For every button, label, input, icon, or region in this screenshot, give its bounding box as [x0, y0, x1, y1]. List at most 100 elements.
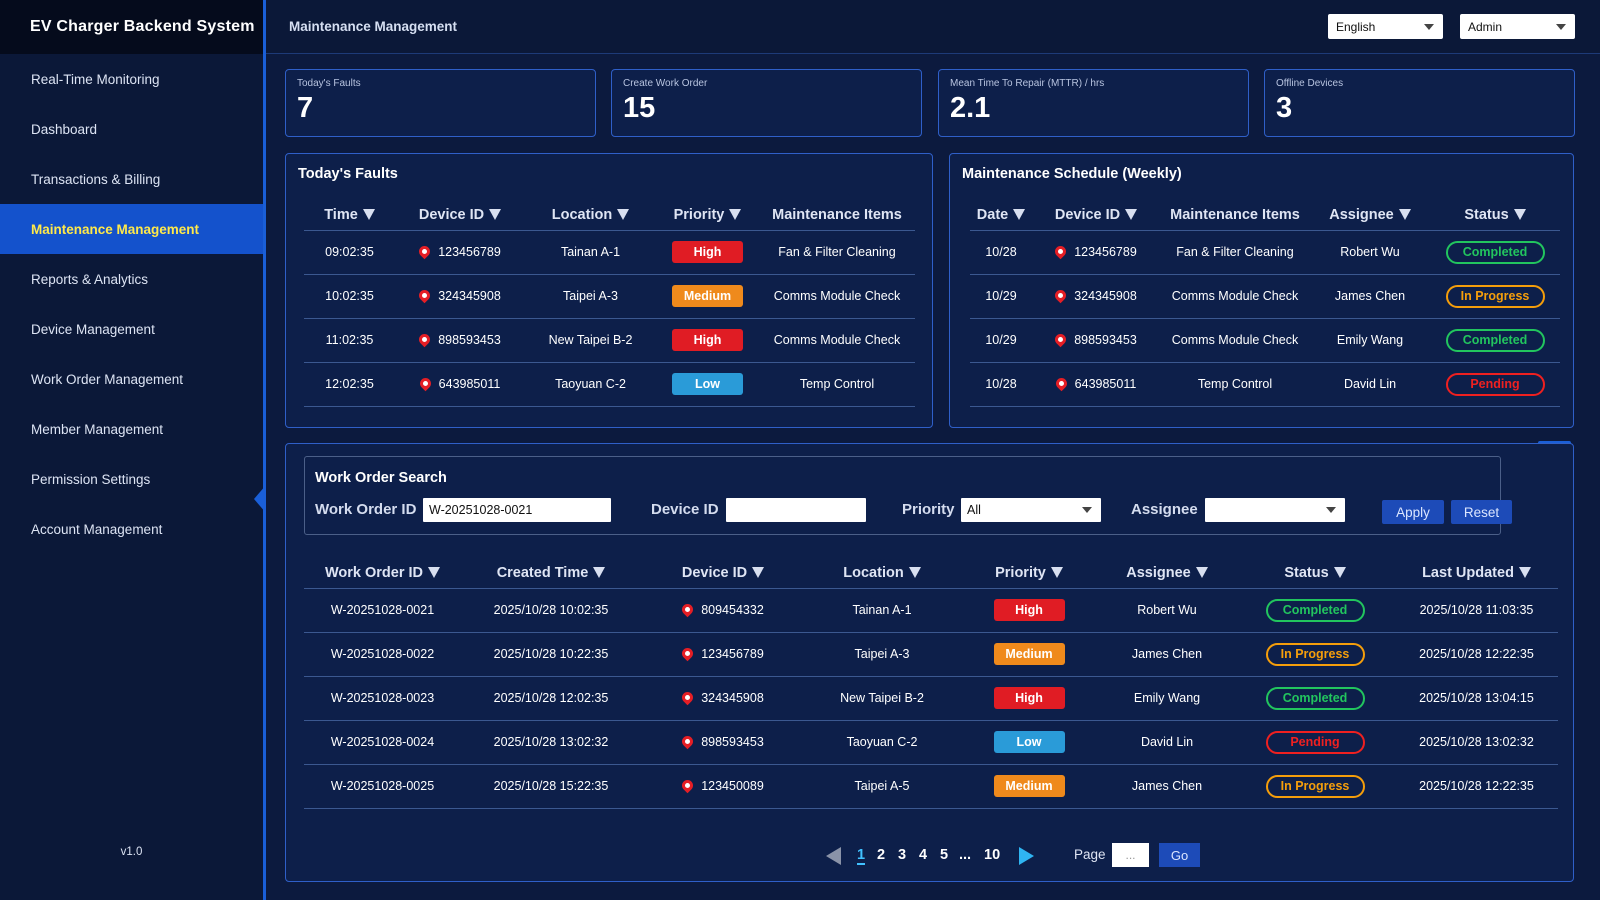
table-header-row: Time Device ID Location Priority Mainten… — [304, 200, 915, 231]
maintenance-item-cell: Temp Control — [1160, 362, 1310, 407]
sidebar-item-work-order-management[interactable]: Work Order Management — [31, 371, 184, 387]
maintenance-item-cell: Comms Module Check — [1160, 318, 1310, 363]
device-id-cell: 643985011 — [1032, 362, 1160, 407]
table-row[interactable]: 11:02:35 898593453 New Taipei B-2 High Comms… — [304, 318, 915, 363]
status-cell: Completed — [1430, 318, 1560, 363]
user-select[interactable]: Admin — [1460, 14, 1575, 39]
created-time-cell: 2025/10/28 10:02:35 — [461, 588, 641, 633]
table-row[interactable]: 10/29 898593453 Comms Module Check Emily Wa… — [970, 318, 1560, 363]
next-page-icon[interactable] — [1019, 847, 1034, 865]
page-link-2[interactable]: 2 — [877, 847, 886, 863]
header: Maintenance Management English Admin — [266, 0, 1600, 54]
priority-badge: Medium — [993, 775, 1065, 797]
table-row[interactable]: W-20251028-0023 2025/10/28 12:02:35 324345… — [304, 676, 1558, 721]
table-row[interactable]: 10/29 324345908 Comms Module Check James Ch… — [970, 274, 1560, 319]
page-link-1[interactable]: 1 — [857, 847, 866, 865]
device-id-label: Device ID — [651, 501, 719, 518]
column-header[interactable]: Location — [525, 200, 656, 231]
last-updated-cell: 2025/10/28 12:22:35 — [1395, 764, 1558, 809]
table-row[interactable]: 09:02:35 123456789 Tainan A-1 High Fan & Fil… — [304, 230, 915, 275]
sidebar-item-dashboard[interactable]: Dashboard — [31, 121, 98, 137]
sidebar-item-maintenance-management[interactable]: Maintenance Management — [0, 204, 263, 254]
page-link-4[interactable]: 4 — [919, 847, 928, 863]
sidebar-collapse-handle[interactable] — [254, 485, 266, 513]
map-pin-icon — [1052, 243, 1069, 260]
priority-cell: Medium — [656, 274, 759, 319]
location-cell: Taipei A-3 — [805, 632, 959, 677]
location-cell: Tainan A-1 — [805, 588, 959, 633]
table-row[interactable]: 10/28 123456789 Fan & Filter Cleaning Rober… — [970, 230, 1560, 275]
sort-down-icon — [1195, 566, 1208, 578]
date-cell: 10/29 — [970, 274, 1032, 319]
kpi-label: Offline Devices — [1276, 78, 1344, 89]
column-header[interactable]: Location — [805, 558, 959, 589]
kpi-card-offline-devices: Offline Devices 3 — [1264, 69, 1575, 137]
priority-badge: Medium — [672, 285, 743, 307]
sidebar-item-reports-analytics[interactable]: Reports & Analytics — [31, 271, 149, 287]
column-header[interactable]: Device ID — [1032, 200, 1160, 231]
sidebar-item-permission-settings[interactable]: Permission Settings — [31, 471, 151, 487]
sidebar-item-member-management[interactable]: Member Management — [31, 421, 164, 437]
priority-badge: Low — [672, 373, 743, 395]
column-header[interactable]: Device ID — [395, 200, 525, 231]
date-cell: 10/28 — [970, 362, 1032, 407]
priority-cell: Medium — [959, 632, 1099, 677]
go-button[interactable]: Go — [1159, 843, 1200, 867]
location-cell: Taoyuan C-2 — [525, 362, 656, 407]
column-header[interactable]: Last Updated — [1395, 558, 1558, 589]
map-pin-icon — [679, 777, 696, 794]
last-updated-cell: 2025/10/28 13:04:15 — [1395, 676, 1558, 721]
table-row[interactable]: W-20251028-0024 2025/10/28 13:02:32 898593… — [304, 720, 1558, 765]
column-header[interactable]: Priority — [959, 558, 1099, 589]
user-select-value: Admin — [1468, 19, 1503, 34]
sort-down-icon — [1050, 566, 1063, 578]
table-row[interactable]: W-20251028-0025 2025/10/28 15:22:35 123450… — [304, 764, 1558, 809]
sidebar-item-device-management[interactable]: Device Management — [31, 321, 155, 337]
page-link-5[interactable]: 5 — [940, 847, 949, 863]
location-cell: Taipei A-5 — [805, 764, 959, 809]
work-order-id-input[interactable]: W-20251028-0021 — [423, 498, 611, 522]
table-row[interactable]: 10:02:35 324345908 Taipei A-3 Medium Comms M… — [304, 274, 915, 319]
map-pin-icon — [416, 243, 433, 260]
column-header[interactable]: Priority — [656, 200, 759, 231]
column-header[interactable]: Work Order ID — [304, 558, 461, 589]
map-pin-icon — [679, 645, 696, 662]
status-badge: In Progress — [1265, 642, 1365, 666]
column-header[interactable]: Status — [1235, 558, 1395, 589]
table-row[interactable]: 10/28 643985011 Temp Control David Lin Pendi… — [970, 362, 1560, 407]
column-header[interactable]: Created Time — [461, 558, 641, 589]
table-header-row: Work Order ID Created Time Device ID Loc… — [304, 558, 1558, 589]
column-header: Maintenance Items — [759, 200, 915, 231]
column-header[interactable]: Time — [304, 200, 395, 231]
assignee-select[interactable] — [1205, 498, 1345, 522]
column-header[interactable]: Assignee — [1099, 558, 1235, 589]
column-header[interactable]: Date — [970, 200, 1032, 231]
language-select[interactable]: English — [1328, 14, 1443, 39]
table-row[interactable]: 12:02:35 643985011 Taoyuan C-2 Low Temp Cont… — [304, 362, 915, 407]
column-header: Maintenance Items — [1160, 200, 1310, 231]
sidebar-item-real-time-monitoring[interactable]: Real-Time Monitoring — [31, 71, 160, 87]
column-header[interactable]: Assignee — [1310, 200, 1430, 231]
page-link-3[interactable]: 3 — [898, 847, 907, 863]
sidebar-item-account-management[interactable]: Account Management — [31, 521, 163, 537]
apply-button[interactable]: Apply — [1382, 500, 1444, 524]
column-header[interactable]: Status — [1430, 200, 1560, 231]
assignee-cell: James Chen — [1310, 274, 1430, 319]
priority-cell: Medium — [959, 764, 1099, 809]
page-jump-input[interactable]: ... — [1112, 843, 1149, 867]
created-time-cell: 2025/10/28 10:22:35 — [461, 632, 641, 677]
table-row[interactable]: W-20251028-0022 2025/10/28 10:22:35 123456… — [304, 632, 1558, 677]
device-id-input[interactable] — [726, 498, 866, 522]
status-cell: Completed — [1235, 588, 1395, 633]
reset-button[interactable]: Reset — [1451, 500, 1512, 524]
app-version: v1.0 — [120, 846, 143, 858]
table-row[interactable]: W-20251028-0021 2025/10/28 10:02:35 809454… — [304, 588, 1558, 633]
location-cell: New Taipei B-2 — [525, 318, 656, 363]
page-link-10[interactable]: 10 — [984, 847, 1001, 863]
column-header[interactable]: Device ID — [641, 558, 805, 589]
created-time-cell: 2025/10/28 15:22:35 — [461, 764, 641, 809]
priority-select[interactable]: All — [961, 498, 1101, 522]
prev-page-icon[interactable] — [826, 847, 841, 865]
sidebar-item-transactions-billing[interactable]: Transactions & Billing — [31, 171, 161, 187]
location-cell: New Taipei B-2 — [805, 676, 959, 721]
